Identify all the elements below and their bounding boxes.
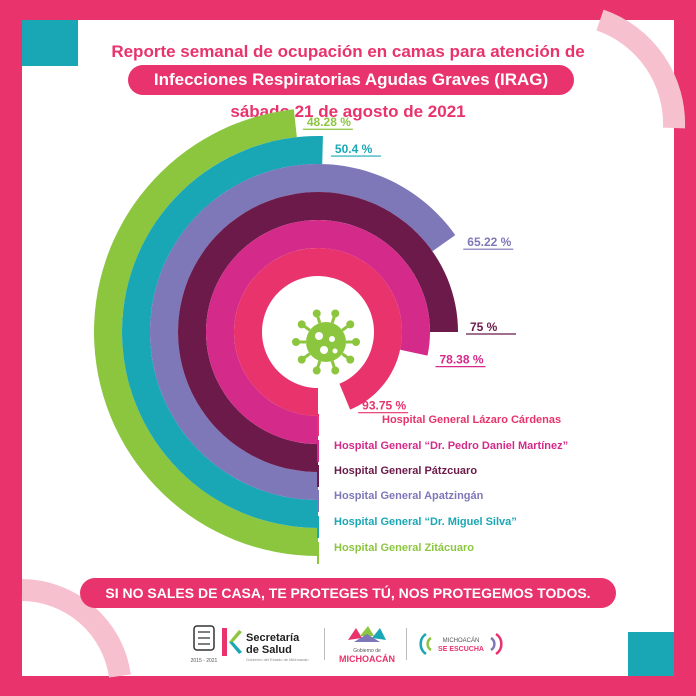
coat-of-arms: 2015 - 2021	[190, 622, 218, 668]
escucha-line1: MICHOACÁN	[443, 637, 480, 644]
secretaria-sub: Gobierno del Estado de Michoacán	[246, 657, 308, 662]
gobierno-small: Gobierno de	[353, 648, 381, 654]
legend-label: Hospital General “Dr. Miguel Silva”	[334, 516, 517, 528]
teal-square-top-left	[22, 20, 78, 66]
chart-arc	[234, 248, 403, 416]
teal-square-bottom-right	[628, 632, 674, 676]
footer-separator-2	[406, 628, 407, 660]
secretaria-logo: Secretaría de Salud Gobierno del Estado …	[218, 622, 322, 668]
michoacan-logo-icon: Gobierno de MICHOACÁN	[339, 626, 395, 664]
chart-arc	[121, 136, 323, 528]
secretaria-line1: Secretaría	[246, 632, 300, 644]
value-label: 48.28 %	[307, 115, 351, 129]
value-label: 65.22 %	[467, 235, 511, 249]
legend-label: Hospital General Pátzcuaro	[334, 465, 477, 477]
pink-arc-bottom-left	[21, 579, 131, 678]
footer-logos: 2015 - 2021 Secretaría de Salud Gobierno…	[0, 622, 696, 668]
footer-separator	[324, 628, 325, 660]
escucha-logo: MICHOACÁN SE ESCUCHA	[416, 622, 508, 668]
virus-icon	[292, 309, 360, 375]
years-text: 2015 - 2021	[191, 658, 218, 664]
legend-label: Hospital General Zitácuaro	[334, 542, 474, 554]
legend-label: Hospital General “Dr. Pedro Daniel Martí…	[334, 440, 568, 452]
chart-arc	[93, 109, 318, 556]
legend-label: Hospital General Lázaro Cárdenas	[382, 414, 561, 426]
escucha-line2: SE ESCUCHA	[438, 646, 484, 653]
report-title-line1: Reporte semanal de ocupación en camas pa…	[111, 42, 585, 61]
secretaria-line2: de Salud	[246, 644, 292, 656]
value-label: 78.38 %	[439, 353, 483, 367]
michoacan-logo: Gobierno de MICHOACÁN	[334, 622, 400, 668]
gobierno-main: MICHOACÁN	[339, 654, 395, 664]
value-label: 75 %	[470, 320, 498, 334]
legend-label: Hospital General Apatzingán	[334, 490, 484, 502]
value-label: 93.75 %	[362, 399, 406, 413]
slogan-banner: SI NO SALES DE CASA, TE PROTEGES TÚ, NOS…	[80, 578, 616, 608]
value-label: 50.4 %	[335, 142, 373, 156]
secretaria-logo-icon: Secretaría de Salud Gobierno del Estado …	[222, 628, 308, 662]
sound-waves-icon: MICHOACÁN SE ESCUCHA	[419, 632, 503, 656]
pink-arc-top-right	[596, 9, 686, 129]
coat-of-arms-icon: 2015 - 2021	[191, 625, 218, 664]
report-title-line2: Infecciones Respiratorias Agudas Graves …	[128, 65, 574, 95]
